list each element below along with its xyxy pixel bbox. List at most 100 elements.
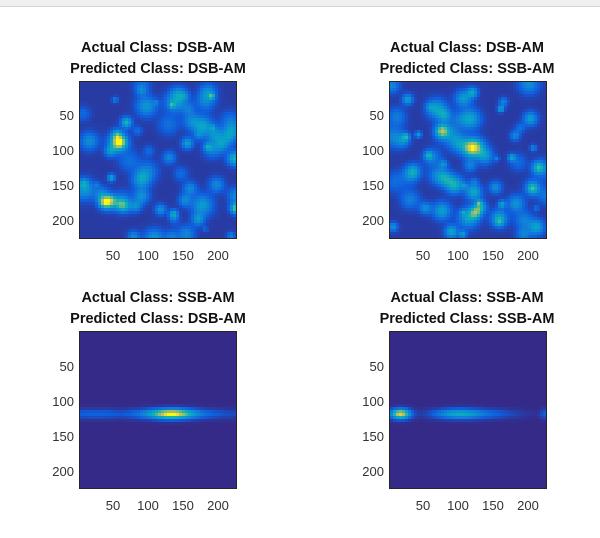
heatmap-cell bbox=[426, 208, 430, 212]
heatmap-cell bbox=[405, 157, 409, 161]
heatmap-cell bbox=[182, 151, 186, 155]
heatmap-cell bbox=[179, 154, 183, 158]
heatmap-cell bbox=[519, 163, 523, 167]
heatmap-cell bbox=[209, 175, 213, 179]
heatmap-cell bbox=[447, 136, 451, 140]
heatmap-cell bbox=[116, 154, 120, 158]
heatmap-cell bbox=[200, 97, 204, 101]
heatmap-cell bbox=[107, 127, 111, 131]
heatmap-cell bbox=[459, 157, 463, 161]
heatmap-cell bbox=[194, 217, 198, 221]
heatmap-cell bbox=[402, 196, 406, 200]
heatmap-cell bbox=[233, 193, 236, 197]
heatmap-cell bbox=[203, 163, 207, 167]
heatmap-cell bbox=[486, 178, 490, 182]
heatmap-cell bbox=[444, 109, 448, 113]
heatmap-cell bbox=[507, 157, 511, 161]
heatmap-cell bbox=[212, 121, 216, 125]
heatmap-cell bbox=[468, 88, 472, 92]
heatmap-cell bbox=[140, 97, 144, 101]
heatmap-cell bbox=[182, 142, 186, 146]
heatmap-cell bbox=[465, 136, 469, 140]
heatmap-cell bbox=[414, 160, 418, 164]
heatmap-cell bbox=[498, 181, 502, 185]
heatmap-cell bbox=[101, 202, 105, 206]
heatmap-cell bbox=[516, 199, 520, 203]
heatmap-cell bbox=[152, 154, 156, 158]
heatmap-cell bbox=[128, 148, 132, 152]
heatmap-cell bbox=[498, 139, 502, 143]
heatmap-cell bbox=[221, 223, 225, 227]
heatmap-cell bbox=[104, 169, 108, 173]
heatmap-cell bbox=[197, 115, 201, 119]
heatmap-cell bbox=[227, 85, 231, 89]
heatmap-cell bbox=[486, 100, 490, 104]
heatmap-cell bbox=[167, 223, 171, 227]
heatmap-cell bbox=[221, 142, 225, 146]
heatmap-cell bbox=[495, 118, 499, 122]
heatmap-cell bbox=[221, 112, 225, 116]
heatmap-cell bbox=[116, 121, 120, 125]
heatmap-cell bbox=[209, 109, 213, 113]
heatmap-cell bbox=[510, 190, 514, 194]
heatmap-cell bbox=[489, 193, 493, 197]
heatmap-cell bbox=[113, 151, 117, 155]
heatmap-cell bbox=[122, 223, 126, 227]
heatmap-cell bbox=[80, 211, 84, 215]
heatmap-cell bbox=[152, 88, 156, 92]
heatmap-cell bbox=[176, 217, 180, 221]
heatmap-cell bbox=[149, 100, 153, 104]
heatmap-cell bbox=[534, 103, 538, 107]
heatmap-cell bbox=[221, 187, 225, 191]
heatmap-cell bbox=[537, 199, 541, 203]
heatmap-cell bbox=[489, 94, 493, 98]
heatmap-cell bbox=[143, 82, 147, 86]
heatmap-cell bbox=[462, 133, 466, 137]
heatmap-cell bbox=[411, 139, 415, 143]
heatmap-cell bbox=[513, 82, 517, 86]
heatmap-cell bbox=[149, 187, 153, 191]
heatmap-cell bbox=[131, 88, 135, 92]
heatmap-cell bbox=[80, 217, 84, 221]
heatmap-cell bbox=[429, 187, 433, 191]
heatmap-cell bbox=[110, 127, 114, 131]
heatmap-cell bbox=[417, 202, 421, 206]
heatmap-cell bbox=[444, 184, 448, 188]
heatmap-cell bbox=[86, 100, 90, 104]
heatmap-cell bbox=[215, 214, 219, 218]
heatmap-cell bbox=[528, 184, 532, 188]
heatmap-cell bbox=[492, 172, 496, 176]
heatmap-cell bbox=[146, 211, 150, 215]
heatmap-cell bbox=[408, 145, 412, 149]
heatmap-cell bbox=[537, 88, 541, 92]
heatmap-cell bbox=[158, 106, 162, 110]
heatmap-cell bbox=[119, 172, 123, 176]
heatmap-cell bbox=[89, 199, 93, 203]
heatmap-cell bbox=[483, 181, 487, 185]
heatmap-cell bbox=[441, 175, 445, 179]
heatmap-cell bbox=[474, 139, 478, 143]
heatmap-cell bbox=[408, 148, 412, 152]
heatmap-cell bbox=[227, 94, 231, 98]
heatmap-cell bbox=[227, 91, 231, 95]
heatmap-cell bbox=[179, 181, 183, 185]
heatmap-cell bbox=[188, 181, 192, 185]
heatmap-cell bbox=[540, 118, 544, 122]
heatmap-cell bbox=[179, 220, 183, 224]
heatmap-cell bbox=[417, 118, 421, 122]
heatmap-cell bbox=[182, 208, 186, 212]
heatmap-cell bbox=[393, 127, 397, 131]
heatmap-cell bbox=[209, 85, 213, 89]
heatmap-cell bbox=[396, 148, 400, 152]
heatmap-cell bbox=[426, 199, 430, 203]
heatmap-cell bbox=[92, 232, 96, 236]
heatmap-cell bbox=[456, 115, 460, 119]
heatmap-cell bbox=[113, 142, 117, 146]
heatmap-cell bbox=[143, 208, 147, 212]
heatmap-cell bbox=[146, 91, 150, 95]
heatmap-cell bbox=[203, 109, 207, 113]
heatmap-cell bbox=[218, 163, 222, 167]
heatmap-cell bbox=[80, 112, 84, 116]
heatmap-cell bbox=[83, 109, 87, 113]
heatmap-cell bbox=[432, 124, 436, 128]
